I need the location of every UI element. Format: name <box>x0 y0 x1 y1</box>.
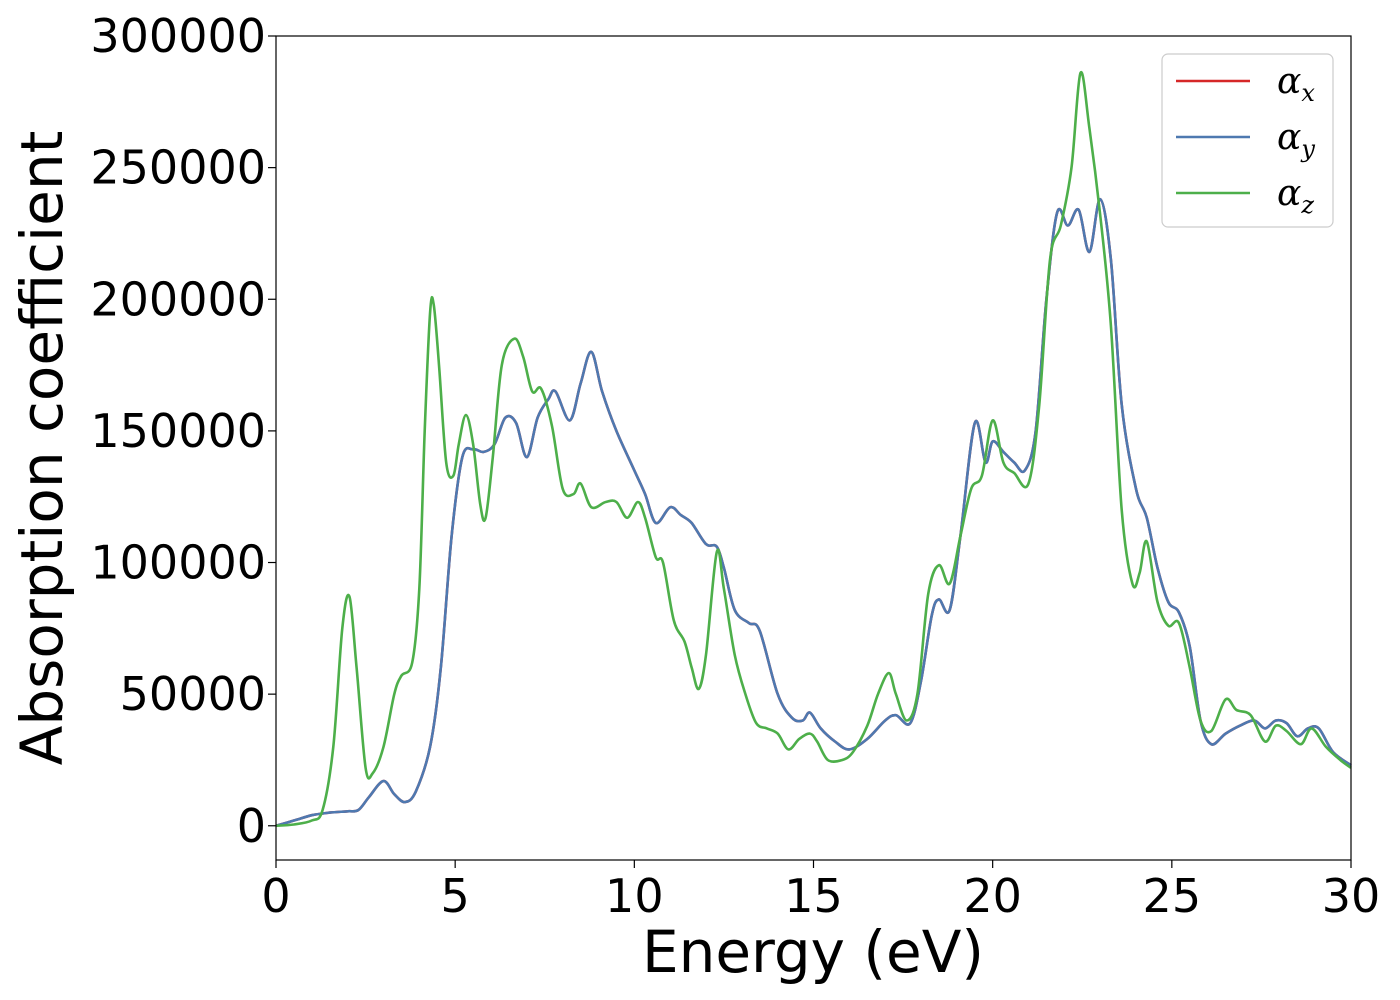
x-axis: 0 5 10 15 20 25 30 <box>261 860 1380 923</box>
x-tick-label: 0 <box>261 869 290 923</box>
legend-label-symbol: α <box>1277 117 1301 158</box>
x-tick-label: 30 <box>1322 869 1381 923</box>
x-tick-label: 5 <box>441 869 470 923</box>
y-axis: 0 50000 100000 150000 200000 250000 300000 <box>90 9 276 853</box>
legend-label-symbol: α <box>1277 61 1301 102</box>
series-line-alpha-y <box>275 197 1352 828</box>
x-axis-title: Energy (eV) <box>642 918 984 986</box>
series-line-alpha-z <box>275 70 1352 828</box>
legend-box <box>1161 53 1334 228</box>
x-tick-label: 10 <box>605 869 664 923</box>
legend-label-alpha-x: αx <box>1277 61 1315 107</box>
x-tick-label: 25 <box>1143 869 1202 923</box>
y-tick-label: 150000 <box>90 404 266 458</box>
x-tick-label: 20 <box>963 869 1022 923</box>
y-tick-label: 0 <box>237 799 266 853</box>
legend-label-subscript: x <box>1301 79 1315 107</box>
y-tick-label: 300000 <box>90 9 266 63</box>
legend-label-alpha-z: αz <box>1277 173 1314 219</box>
y-tick-label: 200000 <box>90 272 266 326</box>
y-tick-label: 50000 <box>120 667 266 721</box>
legend-label-symbol: α <box>1277 173 1301 214</box>
series-layer <box>275 70 1352 828</box>
legend-label-alpha-y: αy <box>1277 117 1315 163</box>
y-axis-title: Absorption coefficient <box>8 131 76 766</box>
y-tick-label: 250000 <box>90 141 266 195</box>
legend-label-subscript: z <box>1300 191 1314 219</box>
x-tick-label: 15 <box>784 869 843 923</box>
y-tick-label: 100000 <box>90 536 266 590</box>
legend-label-subscript: y <box>1300 135 1315 163</box>
